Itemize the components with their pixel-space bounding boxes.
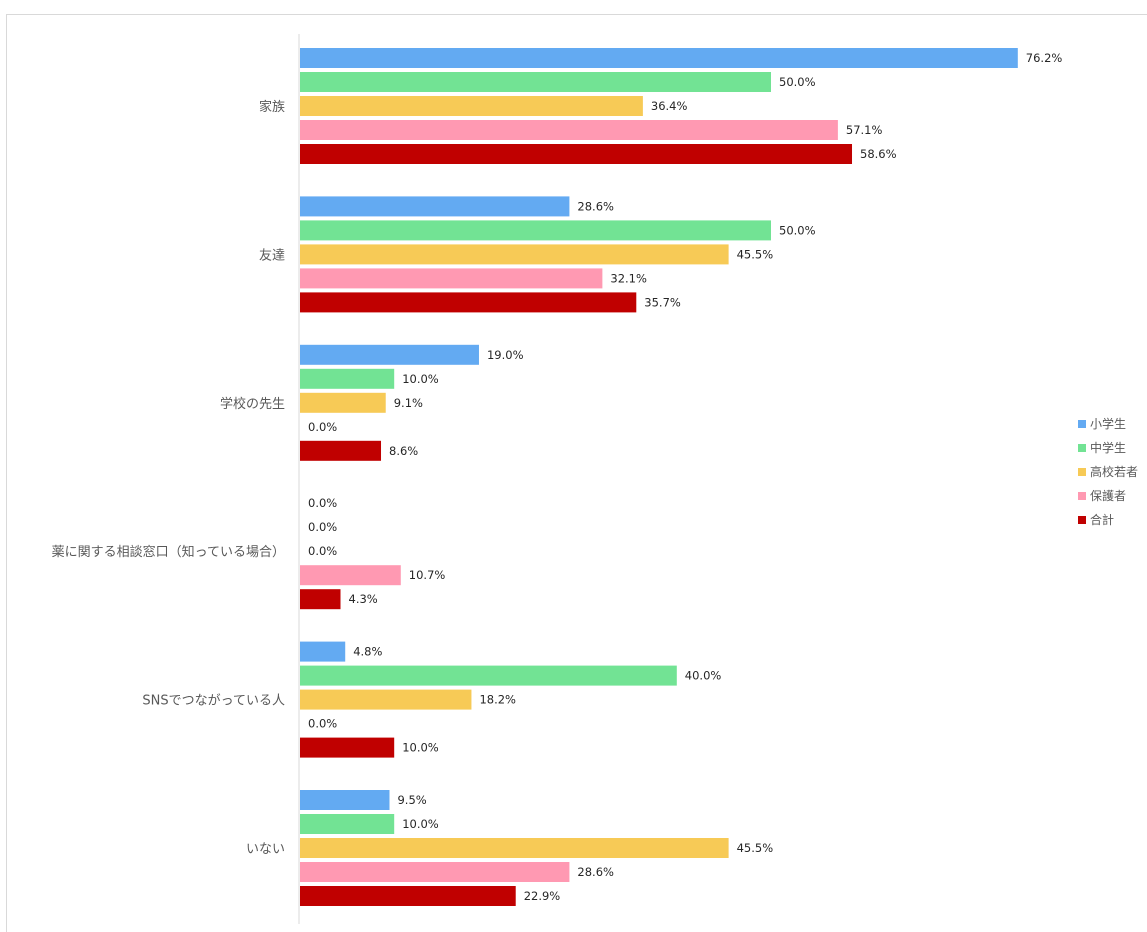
- bar-4-1: [300, 665, 677, 686]
- data-label-1-2: 45.5%: [737, 247, 774, 261]
- bar-0-4: [300, 144, 853, 164]
- data-label-5-0: 9.5%: [397, 793, 426, 807]
- category-label-2: 学校の先生: [220, 396, 285, 412]
- category-label-5: いない: [246, 842, 285, 857]
- bar-5-4: [300, 886, 516, 906]
- legend-swatch-0: [1078, 420, 1086, 428]
- data-label-4-0: 4.8%: [353, 645, 382, 659]
- bar-1-3: [300, 268, 603, 289]
- data-label-0-4: 58.6%: [860, 147, 897, 161]
- data-label-4-4: 10.0%: [402, 741, 439, 755]
- legend-label-4: 合計: [1090, 512, 1114, 527]
- bar-5-2: [300, 838, 729, 858]
- bar-5-0: [300, 790, 390, 810]
- data-label-2-2: 9.1%: [394, 396, 423, 410]
- legend-label-3: 保護者: [1090, 488, 1126, 503]
- data-label-4-1: 40.0%: [685, 669, 722, 683]
- legend-swatch-4: [1078, 516, 1086, 524]
- data-label-5-4: 22.9%: [524, 889, 561, 903]
- data-label-4-3: 0.0%: [308, 717, 337, 731]
- data-label-0-2: 36.4%: [651, 99, 688, 113]
- data-label-1-1: 50.0%: [779, 223, 816, 237]
- data-label-0-0: 76.2%: [1026, 51, 1063, 65]
- data-label-3-2: 0.0%: [308, 544, 337, 558]
- data-label-3-1: 0.0%: [308, 520, 337, 534]
- chart-frame: [6, 14, 1147, 932]
- legend-label-2: 高校若者: [1090, 464, 1138, 479]
- bar-4-4: [300, 737, 395, 758]
- bar-2-1: [300, 368, 395, 389]
- data-label-3-4: 4.3%: [349, 592, 378, 606]
- bar-0-1: [300, 72, 771, 92]
- data-label-5-3: 28.6%: [577, 865, 614, 879]
- bar-1-2: [300, 244, 729, 265]
- data-label-2-0: 19.0%: [487, 348, 524, 362]
- category-label-0: 家族: [259, 99, 285, 115]
- bars-group: 76.2% 50.0% 36.4% 57.1% 58.6% 28.6% 50.0% 45.5%…: [300, 48, 1062, 906]
- bar-5-3: [300, 862, 570, 882]
- bar-1-0: [300, 196, 570, 217]
- bar-3-3: [300, 565, 401, 586]
- data-label-1-4: 35.7%: [644, 295, 681, 309]
- data-label-3-0: 0.0%: [308, 496, 337, 510]
- data-label-2-3: 0.0%: [308, 420, 337, 434]
- category-label-4: SNSでつながっている人: [142, 694, 285, 709]
- data-label-1-0: 28.6%: [577, 199, 614, 213]
- data-label-0-1: 50.0%: [779, 75, 816, 89]
- legend-label-1: 中学生: [1090, 440, 1126, 455]
- bar-2-2: [300, 392, 386, 413]
- category-label-1: 友達: [259, 247, 285, 263]
- data-label-3-3: 10.7%: [409, 568, 446, 582]
- bar-3-4: [300, 589, 341, 610]
- bar-0-0: [300, 48, 1018, 68]
- bar-5-1: [300, 814, 395, 834]
- data-label-1-3: 32.1%: [610, 271, 647, 285]
- bar-1-4: [300, 292, 637, 313]
- bar-0-2: [300, 96, 643, 116]
- bar-1-1: [300, 220, 771, 241]
- data-label-4-2: 18.2%: [479, 693, 516, 707]
- data-label-5-2: 45.5%: [737, 841, 774, 855]
- data-label-5-1: 10.0%: [402, 817, 439, 831]
- data-label-0-3: 57.1%: [846, 123, 883, 137]
- bar-2-4: [300, 440, 382, 461]
- legend-swatch-1: [1078, 444, 1086, 452]
- data-label-2-4: 8.6%: [389, 444, 418, 458]
- bar-4-0: [300, 641, 346, 662]
- legend-swatch-2: [1078, 468, 1086, 476]
- bar-0-3: [300, 120, 838, 140]
- legend-swatch-3: [1078, 492, 1086, 500]
- bar-4-2: [300, 689, 472, 710]
- data-label-2-1: 10.0%: [402, 372, 439, 386]
- category-label-3: 薬に関する相談窓口（知っている場合）: [52, 544, 285, 560]
- bar-2-0: [300, 344, 479, 365]
- legend-label-0: 小学生: [1090, 416, 1126, 431]
